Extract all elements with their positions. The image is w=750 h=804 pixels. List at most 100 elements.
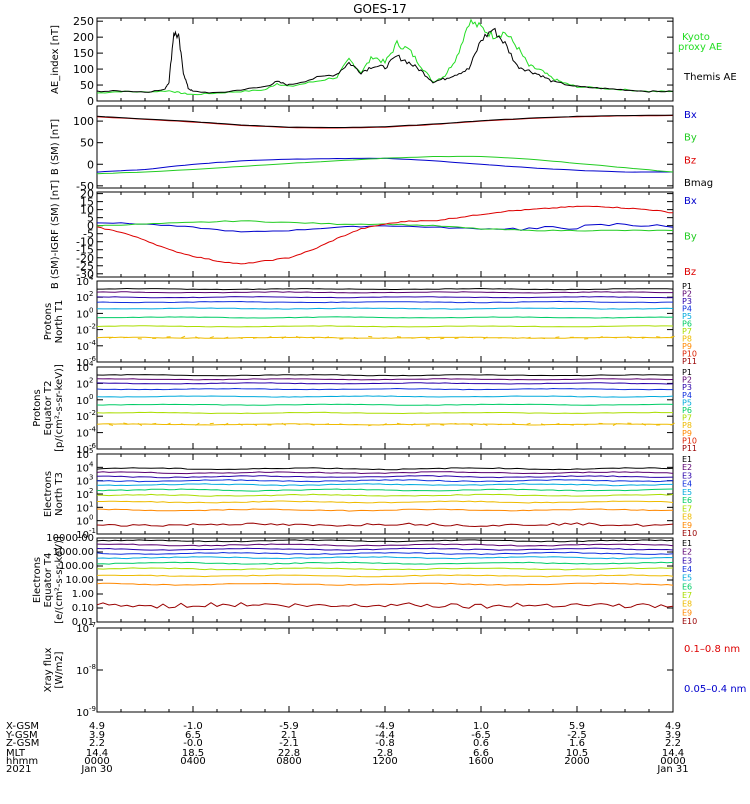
series-sparse-point — [210, 337, 214, 338]
y-tick-label: 10 — [76, 342, 89, 353]
y-tick-label: 10 — [76, 277, 89, 288]
series-e5 — [97, 557, 673, 559]
series-e10 — [97, 603, 673, 609]
y-tick-exponent: -8 — [89, 663, 96, 671]
series-sparse-point — [311, 424, 315, 425]
series-p7 — [97, 326, 673, 327]
series-e2 — [97, 544, 673, 546]
series-e7 — [97, 568, 673, 570]
series-e2 — [97, 472, 673, 474]
y-tick-exponent: -2 — [89, 323, 96, 331]
y-tick-label: 100 — [73, 63, 94, 76]
y-axis-label: Protons — [32, 389, 43, 426]
y-tick-label: 10 — [76, 293, 89, 304]
series-e5 — [97, 484, 673, 486]
y-tick-label: 10 — [76, 517, 89, 528]
series-kyoto-proxy-ae — [97, 20, 673, 95]
legend-by: By — [684, 232, 697, 243]
y-tick-label: 10 — [76, 463, 89, 474]
orbit-row-label: 2021 — [6, 764, 31, 775]
y-tick-label: 200 — [73, 31, 94, 44]
series-e10 — [97, 523, 673, 527]
series-e3 — [97, 548, 673, 550]
y-axis-label: Equator T4 — [43, 553, 54, 608]
series-sparse-point — [527, 423, 531, 424]
series-p4 — [97, 301, 673, 302]
legend-e10: E10 — [682, 617, 697, 626]
legend-e4: E4 — [682, 565, 692, 574]
series-e6 — [97, 489, 673, 491]
legend-bmag: Bmag — [684, 178, 713, 189]
y-tick-label: 150 — [73, 47, 94, 60]
y-tick-exponent: 2 — [89, 487, 93, 495]
y-tick-label: 10 — [76, 708, 89, 719]
y-tick-label: 50 — [80, 137, 94, 150]
panel-frame-bigrf — [97, 192, 673, 277]
y-tick-label: 10 — [76, 326, 89, 337]
y-tick-exponent: 0 — [89, 514, 93, 522]
series-sparse-point — [152, 423, 156, 424]
y-tick-exponent: 3 — [89, 474, 93, 482]
legend-by: By — [684, 133, 697, 144]
series-bz — [97, 116, 673, 129]
legend-xray-short: 0.05–0.4 nm — [684, 684, 746, 695]
legend-p11: P11 — [682, 357, 697, 366]
y-tick-label: 10 — [76, 450, 89, 461]
y-tick-label: 100 — [73, 115, 94, 128]
y-axis-label: [W/m2] — [54, 651, 65, 688]
orbit-cell: 2000 — [564, 756, 589, 767]
y-axis-label: B (SM)-IGRF (SM) [nT] — [50, 180, 61, 289]
series-sparse-point — [123, 337, 127, 338]
y-tick-label: 10.00 — [65, 575, 94, 586]
figure-title: GOES-17 — [353, 2, 407, 16]
series-sparse-point — [671, 336, 675, 337]
y-tick-label: 1.00 — [72, 589, 94, 600]
y-tick-exponent: -2 — [89, 409, 96, 417]
series-e6 — [97, 562, 673, 564]
legend-e6: E6 — [682, 582, 692, 591]
series-sparse-point — [411, 424, 415, 425]
y-tick-label: 10 — [76, 503, 89, 514]
series-p3 — [97, 383, 673, 384]
panel-frame-xray — [97, 628, 673, 712]
y-tick-exponent: 1 — [89, 500, 93, 508]
panel-frame-electrons_t4 — [97, 538, 673, 622]
series-p5 — [97, 396, 673, 397]
series-sparse-point — [469, 337, 473, 338]
legend-bx: Bx — [684, 196, 697, 207]
series-sparse-point — [584, 424, 588, 425]
legend-e8: E8 — [682, 600, 692, 609]
series-e9 — [97, 583, 673, 585]
legend-bx: Bx — [684, 110, 697, 121]
y-tick-label: 10 — [76, 477, 89, 488]
series-p6 — [97, 404, 673, 405]
series-sparse-point — [109, 424, 113, 425]
series-sparse-point — [440, 425, 444, 426]
orbit-cell: 1600 — [468, 756, 493, 767]
y-tick-exponent: -9 — [89, 705, 96, 713]
y-tick-label: 10 — [76, 412, 89, 423]
y-tick-exponent: -7 — [89, 621, 96, 629]
legend-e7: E7 — [682, 591, 692, 600]
series-sparse-point — [296, 424, 300, 425]
legend-bz: Bz — [684, 267, 696, 278]
legend-p11: P11 — [682, 444, 697, 453]
legend-e10: E10 — [682, 529, 697, 538]
series-p2 — [97, 292, 673, 293]
y-axis-label: AE_index [nT] — [50, 25, 61, 94]
y-tick-label: 10 — [76, 396, 89, 407]
series-sparse-point — [253, 338, 257, 339]
series-e1 — [97, 468, 673, 470]
y-axis-label: Electrons — [32, 557, 43, 603]
y-tick-label: 10 — [76, 490, 89, 501]
series-e7 — [97, 494, 673, 496]
series-p4 — [97, 389, 673, 390]
legend-bz: Bz — [684, 155, 696, 166]
y-tick-exponent: 2 — [89, 376, 93, 384]
